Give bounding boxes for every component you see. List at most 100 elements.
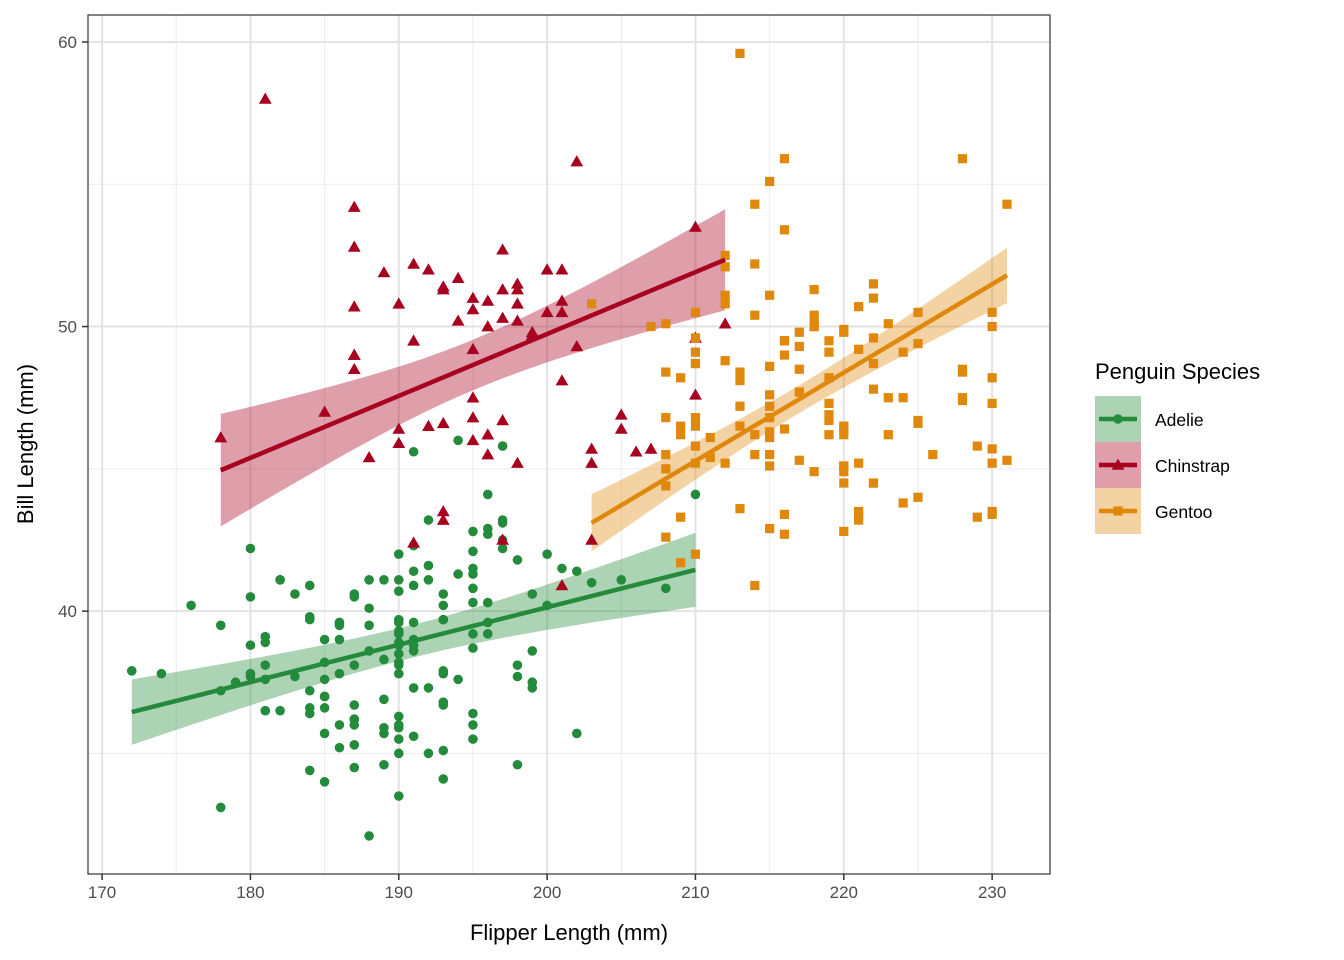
point-adelie — [186, 600, 196, 611]
legend-item-adelie: Adelie — [1095, 396, 1204, 442]
point-gentoo — [839, 324, 849, 335]
point-chinstrap — [511, 297, 524, 309]
x-tick-label: 210 — [681, 883, 709, 902]
point-adelie — [438, 774, 449, 784]
point-adelie — [468, 708, 478, 719]
point-gentoo — [735, 367, 745, 377]
point-chinstrap — [407, 536, 421, 548]
point-gentoo — [750, 450, 760, 460]
point-gentoo — [720, 299, 730, 309]
x-tick-label: 200 — [533, 883, 561, 902]
point-gentoo — [720, 290, 730, 300]
point-adelie — [126, 666, 137, 676]
point-adelie — [379, 574, 389, 585]
point-chinstrap — [436, 505, 450, 517]
point-gentoo — [765, 176, 775, 187]
point-chinstrap — [466, 433, 480, 446]
point-adelie — [542, 549, 552, 559]
point-adelie — [438, 745, 449, 756]
point-adelie — [364, 603, 374, 614]
point-gentoo — [794, 455, 804, 465]
point-chinstrap — [422, 419, 435, 431]
legend-label-adelie: Adelie — [1155, 410, 1204, 430]
point-adelie — [334, 634, 345, 645]
point-adelie — [423, 515, 434, 525]
point-adelie — [319, 674, 330, 685]
point-gentoo — [987, 321, 997, 332]
point-chinstrap — [511, 456, 524, 468]
point-gentoo — [839, 461, 849, 471]
point-chinstrap — [258, 92, 272, 104]
point-adelie — [304, 703, 315, 713]
point-adelie — [334, 742, 345, 753]
point-chinstrap — [585, 442, 599, 454]
legend: Penguin Species Adelie Chinstrap Gentoo — [1095, 359, 1260, 534]
x-tick-label: 190 — [385, 883, 413, 902]
point-gentoo — [676, 558, 686, 568]
point-gentoo — [690, 347, 701, 357]
point-adelie — [423, 574, 434, 585]
point-gentoo — [913, 339, 923, 349]
point-adelie — [408, 731, 419, 742]
point-adelie — [379, 728, 389, 739]
fit-line-adelie — [131, 567, 697, 715]
point-adelie — [364, 831, 374, 841]
point-gentoo — [690, 421, 701, 431]
point-gentoo — [676, 430, 686, 440]
point-gentoo — [824, 347, 834, 357]
point-gentoo — [824, 373, 834, 383]
point-adelie — [468, 720, 478, 730]
fit-lines — [131, 257, 1009, 715]
point-adelie — [497, 518, 508, 528]
point-gentoo — [676, 421, 686, 431]
fit-line-chinstrap — [219, 257, 726, 473]
point-gentoo — [839, 430, 849, 440]
point-adelie — [586, 577, 597, 588]
legend-marker-chinstrap — [1111, 458, 1125, 470]
point-adelie — [512, 555, 523, 565]
point-adelie — [304, 685, 315, 696]
point-gentoo — [913, 492, 923, 502]
point-gentoo — [824, 410, 834, 420]
x-tick-label: 230 — [978, 883, 1006, 902]
x-axis-title: Flipper Length (mm) — [470, 920, 668, 945]
point-adelie — [482, 597, 493, 608]
point-chinstrap — [525, 325, 539, 338]
point-adelie — [334, 668, 345, 679]
point-adelie — [290, 589, 300, 599]
point-chinstrap — [629, 445, 643, 457]
point-gentoo — [765, 290, 775, 300]
point-adelie — [290, 671, 300, 682]
point-gentoo — [661, 481, 671, 491]
point-chinstrap — [214, 431, 228, 443]
point-adelie — [275, 705, 285, 716]
point-adelie — [156, 668, 167, 679]
point-gentoo — [868, 293, 879, 303]
y-axis-ticks: 40 50 60 — [58, 33, 88, 621]
point-adelie — [453, 569, 463, 579]
legend-marker-gentoo — [1113, 506, 1123, 516]
point-gentoo — [794, 327, 804, 337]
point-adelie — [438, 697, 449, 707]
point-chinstrap — [451, 314, 465, 326]
legend-marker-adelie — [1113, 414, 1123, 424]
point-gentoo — [1002, 199, 1012, 209]
point-adelie — [349, 720, 360, 730]
point-adelie — [334, 617, 345, 628]
point-adelie — [275, 574, 285, 585]
point-gentoo — [868, 478, 879, 488]
point-adelie — [319, 777, 330, 787]
point-adelie — [423, 683, 434, 693]
point-chinstrap — [407, 257, 421, 269]
point-chinstrap — [496, 311, 510, 323]
point-gentoo — [824, 336, 834, 346]
point-gentoo — [587, 299, 597, 309]
point-adelie — [468, 597, 478, 608]
point-gentoo — [661, 413, 671, 423]
point-chinstrap — [555, 579, 569, 591]
point-chinstrap — [496, 414, 510, 426]
point-gentoo — [957, 154, 968, 164]
point-gentoo — [809, 321, 819, 332]
point-gentoo — [957, 393, 968, 403]
point-adelie — [660, 583, 671, 594]
